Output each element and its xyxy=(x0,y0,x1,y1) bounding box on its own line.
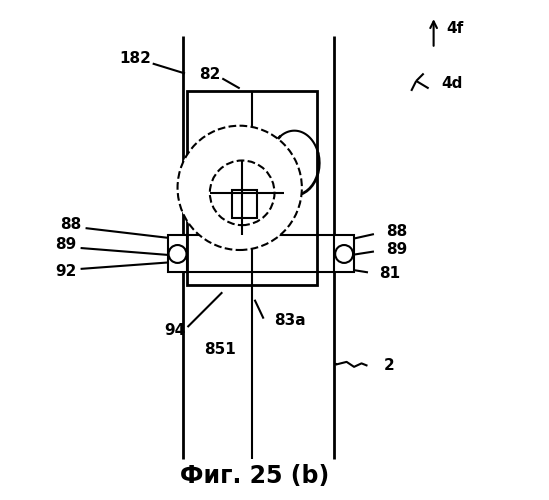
Text: 89: 89 xyxy=(386,242,407,258)
Text: 83a: 83a xyxy=(274,313,306,328)
Bar xyxy=(334,235,354,273)
Text: Фиг. 25 (b): Фиг. 25 (b) xyxy=(180,464,329,488)
Text: 88: 88 xyxy=(60,216,81,232)
Circle shape xyxy=(177,126,302,250)
Circle shape xyxy=(169,245,187,263)
Text: 182: 182 xyxy=(119,51,151,66)
Bar xyxy=(167,235,188,273)
Text: 4d: 4d xyxy=(441,76,462,91)
Text: 88: 88 xyxy=(386,224,407,238)
Text: 94: 94 xyxy=(165,323,186,338)
Circle shape xyxy=(210,160,274,225)
Text: 81: 81 xyxy=(379,266,400,281)
Text: 89: 89 xyxy=(55,237,76,252)
Text: 92: 92 xyxy=(55,264,76,280)
Bar xyxy=(188,91,317,285)
Text: 851: 851 xyxy=(204,342,236,357)
Text: 2: 2 xyxy=(384,358,395,373)
Text: 82: 82 xyxy=(199,68,221,82)
Circle shape xyxy=(335,245,353,263)
Bar xyxy=(232,190,257,218)
Text: 4f: 4f xyxy=(446,21,463,36)
